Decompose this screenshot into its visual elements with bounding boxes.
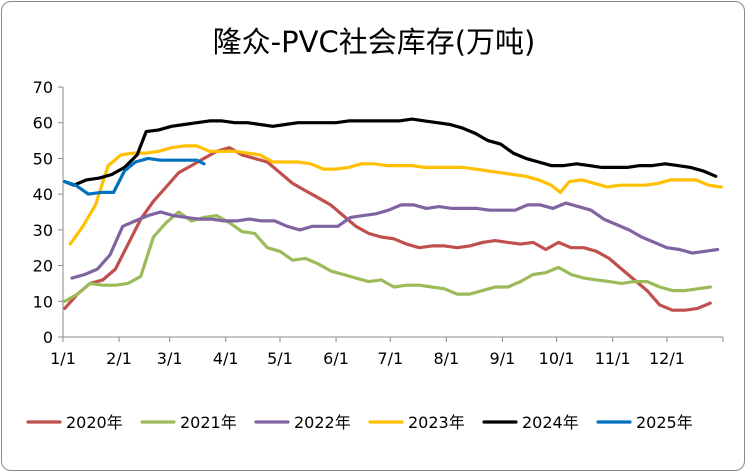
series-line-2022 [70, 201, 720, 280]
x-tick-label: 8/1 [433, 349, 459, 368]
legend-label: 2020年 [66, 413, 123, 432]
x-tick-label: 9/1 [490, 349, 516, 368]
x-tick-label: 12/1 [649, 349, 685, 368]
x-tick-label: 3/1 [157, 349, 183, 368]
y-tick-label: 0 [43, 328, 53, 347]
x-tick-label: 6/1 [323, 349, 349, 368]
y-tick-label: 40 [33, 185, 53, 204]
legend: 2020年 2021年 2022年 2023年 2024年 2025年 [26, 413, 693, 432]
y-tick-label: 60 [33, 114, 53, 133]
legend-label: 2021年 [180, 413, 237, 432]
x-tick-label: 5/1 [267, 349, 293, 368]
series-line-2025 [63, 156, 206, 196]
y-tick-label: 70 [33, 78, 53, 97]
series-layer [63, 117, 723, 312]
y-tick-label: 10 [33, 292, 53, 311]
axes: 0 10 20 30 40 50 60 70 1/1 2/1 3/1 4/1 5/1 6/1 7/1 8/1 9… [33, 78, 724, 368]
legend-label: 2023年 [408, 413, 465, 432]
x-tick-label: 7/1 [377, 349, 403, 368]
y-tick-label: 20 [33, 257, 53, 276]
x-tick-label: 4/1 [213, 349, 239, 368]
series-line-2020 [63, 146, 712, 312]
chart-title: 隆众-PVC社会库存(万吨) [213, 25, 536, 59]
y-tick-label: 30 [33, 221, 53, 240]
x-tick-label: 10/1 [539, 349, 575, 368]
legend-label: 2024年 [522, 413, 579, 432]
series-line-2024 [63, 117, 718, 187]
series-line-2023 [68, 144, 723, 246]
legend-label: 2022年 [294, 413, 351, 432]
series-line-2021 [63, 210, 712, 303]
x-tick-label: 2/1 [106, 349, 132, 368]
x-tick-label: 11/1 [595, 349, 631, 368]
legend-label: 2025年 [636, 413, 693, 432]
y-tick-label: 50 [33, 149, 53, 168]
x-tick-label: 1/1 [50, 349, 76, 368]
